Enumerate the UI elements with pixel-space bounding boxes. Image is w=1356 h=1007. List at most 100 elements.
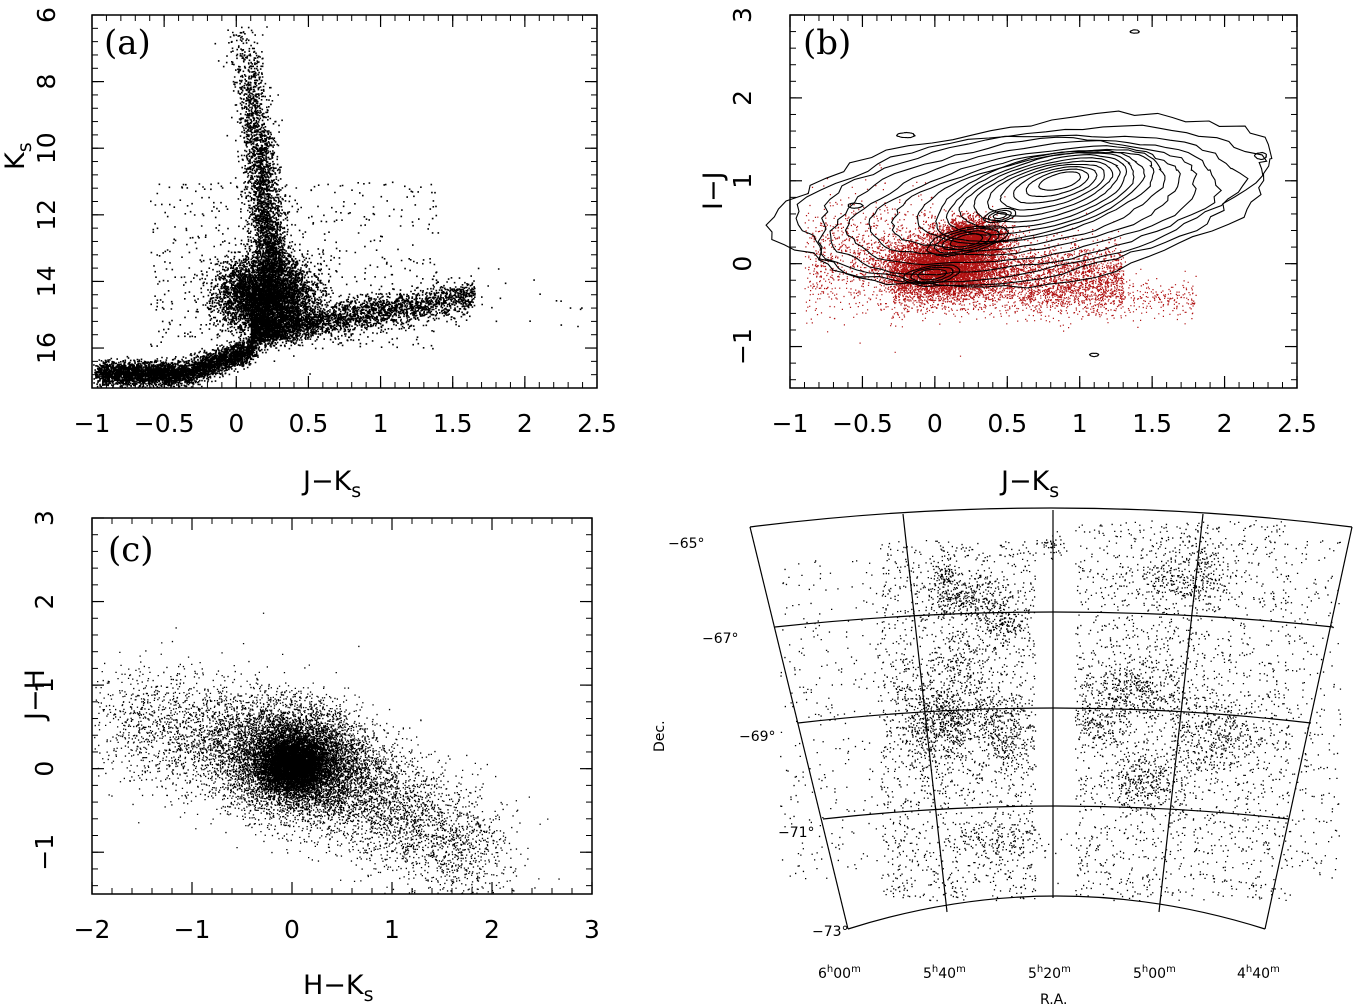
x-tick-label: 2 bbox=[1217, 409, 1233, 438]
panel-c-jh-vs-hks: −2 −1 0 1 2 3 −1 0 1 2 3 (c) H−Ks J−H bbox=[20, 510, 600, 1006]
dec-label-73: −73° bbox=[812, 924, 849, 940]
x-tick-label: 1 bbox=[1072, 409, 1088, 438]
panel-a-y-axis-label: Ks bbox=[0, 142, 36, 170]
y-tick-label: 0 bbox=[30, 761, 59, 777]
dec-label-67: −67° bbox=[702, 631, 739, 647]
dec-label-65: −65° bbox=[668, 536, 705, 552]
contour-line bbox=[868, 145, 1181, 256]
contour-line bbox=[926, 225, 1010, 257]
ra-meridian bbox=[1158, 513, 1204, 913]
ra-label-4h40m: 4h40m bbox=[1237, 964, 1280, 982]
ra-label-5h20m: 5h20m bbox=[1028, 964, 1071, 982]
contour-line bbox=[945, 152, 1135, 236]
dec-parallel bbox=[797, 707, 1312, 724]
panel-c-y-axis-label: J−H bbox=[20, 669, 51, 722]
contour-line bbox=[910, 266, 954, 283]
contour-line bbox=[917, 268, 948, 281]
y-tick-label: 3 bbox=[30, 510, 59, 526]
panel-d-star-points bbox=[780, 520, 1342, 902]
y-tick-label: 8 bbox=[32, 74, 61, 90]
contour-line bbox=[987, 160, 1114, 217]
ra-label-6h00m: 6h00m bbox=[818, 964, 861, 982]
ra-axis-label: R.A. bbox=[1040, 992, 1067, 1007]
x-tick-label: 2 bbox=[484, 915, 500, 944]
panel-d-sky-map: −65° −67° −69° −71° −73° Dec. R.A. 6h00m… bbox=[652, 507, 1353, 1007]
contour-line bbox=[992, 212, 1008, 220]
panel-b-x-axis-label: J−Ks bbox=[999, 466, 1059, 502]
panel-c-frame bbox=[91, 517, 593, 895]
y-tick-label: 14 bbox=[32, 266, 61, 298]
x-tick-label: −2 bbox=[74, 915, 111, 944]
ra-label-5h00m: 5h00m bbox=[1133, 964, 1176, 982]
x-tick-label: 0 bbox=[228, 409, 244, 438]
panel-a-label: (a) bbox=[104, 23, 151, 63]
x-tick-label: 2.5 bbox=[1277, 409, 1317, 438]
y-tick-label: 2 bbox=[728, 90, 757, 106]
contour-line bbox=[817, 134, 1249, 284]
panel-c-points bbox=[94, 612, 560, 895]
contour-line bbox=[1025, 168, 1090, 198]
panel-b-frame bbox=[789, 14, 1298, 389]
panel-d-grid bbox=[749, 507, 1353, 930]
contour-line bbox=[1253, 151, 1267, 160]
panel-b-label: (b) bbox=[803, 23, 851, 63]
contour-line bbox=[982, 207, 1017, 224]
ra-meridian bbox=[902, 513, 948, 913]
panel-b-y-axis-label: I−J bbox=[698, 171, 729, 210]
dec-parallel bbox=[774, 611, 1334, 628]
x-tick-label: −0.5 bbox=[832, 409, 893, 438]
contour-line bbox=[1038, 171, 1082, 191]
x-tick-label: −1 bbox=[174, 915, 211, 944]
panel-b-red-points bbox=[804, 164, 1197, 357]
panel-a-x-axis-label: J−Ks bbox=[301, 466, 361, 502]
contour-line bbox=[987, 209, 1012, 221]
contour-line bbox=[941, 230, 992, 251]
x-tick-label: 0 bbox=[927, 409, 943, 438]
dec-parallel bbox=[822, 805, 1290, 820]
dec-axis-label: Dec. bbox=[652, 720, 668, 752]
y-tick-label: 6 bbox=[32, 7, 61, 23]
x-tick-label: 0 bbox=[284, 915, 300, 944]
contour-line bbox=[844, 140, 1198, 266]
dec-label-71: −71° bbox=[778, 825, 815, 841]
panel-a-ticks: −1 −0.5 0 0.5 1 1.5 2 2.5 6 8 10 12 14 16 bbox=[32, 7, 617, 438]
map-top-edge bbox=[749, 507, 1353, 528]
contour-line bbox=[847, 202, 864, 209]
x-tick-label: 2.5 bbox=[577, 409, 617, 438]
panel-a-ks-vs-jks: −1 −0.5 0 0.5 1 1.5 2 2.5 6 8 10 12 14 16 (a) J−Ks Ks bbox=[0, 7, 617, 502]
contour-line bbox=[933, 227, 1000, 254]
map-left-edge bbox=[749, 526, 849, 930]
panel-d-points bbox=[780, 520, 1342, 902]
contour-line bbox=[795, 124, 1268, 286]
panel-c-star-points bbox=[94, 612, 560, 895]
contour-line bbox=[895, 131, 917, 139]
x-tick-label: −1 bbox=[772, 409, 809, 438]
map-bottom-edge bbox=[847, 895, 1266, 930]
panel-a-points bbox=[93, 26, 583, 389]
y-tick-label: 2 bbox=[30, 594, 59, 610]
panel-c-ticks: −2 −1 0 1 2 3 −1 0 1 2 3 bbox=[30, 510, 600, 944]
panel-c-x-axis-label: H−Ks bbox=[303, 970, 374, 1006]
y-tick-label: 1 bbox=[30, 677, 59, 693]
x-tick-label: 1.5 bbox=[1132, 409, 1172, 438]
x-tick-label: 1.5 bbox=[433, 409, 473, 438]
contour-line bbox=[958, 154, 1128, 229]
y-tick-label: 16 bbox=[32, 332, 61, 364]
contour-line bbox=[999, 163, 1105, 211]
contour-line bbox=[1129, 29, 1140, 34]
panel-b-ij-vs-jks: −1 −0.5 0 0.5 1 1.5 2 2.5 −1 0 1 2 3 (b) J−Ks I−J bbox=[698, 7, 1317, 502]
y-tick-label: −1 bbox=[728, 328, 757, 365]
y-tick-label: 0 bbox=[728, 256, 757, 272]
y-tick-label: 10 bbox=[32, 132, 61, 164]
panel-a-star-points bbox=[93, 26, 583, 389]
panel-b-contours bbox=[765, 29, 1273, 358]
contour-line bbox=[903, 264, 961, 285]
panel-b-red-star-points bbox=[804, 164, 1197, 357]
panel-d-labels: −65° −67° −69° −71° −73° Dec. R.A. 6h00m… bbox=[652, 536, 1280, 1007]
contour-line bbox=[973, 157, 1121, 223]
contour-line bbox=[949, 233, 984, 248]
contour-line bbox=[1088, 352, 1100, 358]
x-tick-label: −0.5 bbox=[134, 409, 195, 438]
y-tick-label: −1 bbox=[30, 834, 59, 871]
